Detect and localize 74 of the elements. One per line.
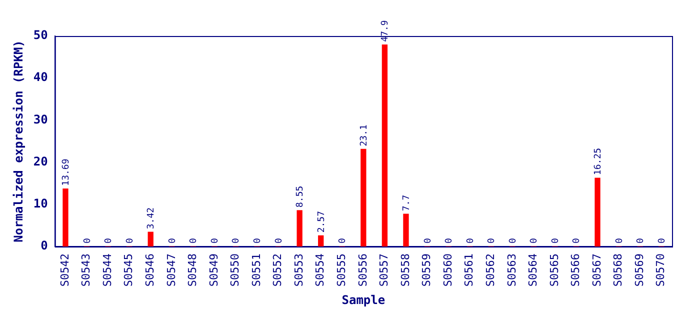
data-label: 0 <box>168 238 178 244</box>
x-tick-label: S0551 <box>250 253 263 287</box>
x-tick-label: S0559 <box>420 253 434 287</box>
data-label: 0 <box>274 238 284 244</box>
data-label: 0 <box>657 238 668 244</box>
data-label: 0 <box>614 238 625 244</box>
data-label: 0 <box>423 238 434 244</box>
bar <box>296 210 302 246</box>
data-label: 8.55 <box>296 186 306 208</box>
data-label: 0 <box>508 238 518 244</box>
x-tick-label: S0555 <box>335 253 348 287</box>
x-tick-label: S0553 <box>292 253 306 287</box>
data-label: 0 <box>82 238 93 244</box>
data-label: 0 <box>253 238 264 244</box>
bar <box>62 188 68 246</box>
y-tick-label: 10 <box>33 196 48 211</box>
x-tick-label: S0543 <box>80 253 93 287</box>
data-label: 0 <box>530 238 540 244</box>
data-label: 0 <box>636 238 646 244</box>
x-tick-label: S0570 <box>654 253 668 287</box>
data-label: 0 <box>210 238 220 244</box>
x-tick-label: S0565 <box>548 253 561 287</box>
data-label: 0 <box>466 238 476 244</box>
x-tick-label: S0554 <box>314 253 327 287</box>
data-label: 47.9 <box>380 20 391 42</box>
x-tick-label: S0546 <box>143 253 156 287</box>
bar <box>318 235 324 246</box>
data-label: 23.1 <box>359 124 370 146</box>
x-tick-label: S0561 <box>462 253 476 287</box>
x-tick-label: S0552 <box>271 253 284 287</box>
y-tick-label: 30 <box>33 112 48 126</box>
data-label: 0 <box>338 238 348 244</box>
bar <box>148 232 154 246</box>
x-tick-label: S0542 <box>58 253 72 287</box>
x-axis-title: Sample <box>342 292 386 307</box>
x-tick-label: S0562 <box>484 253 497 287</box>
x-tick-label: S0568 <box>612 253 625 287</box>
x-tick-label: S0560 <box>441 253 454 287</box>
data-label: 2.57 <box>316 210 327 233</box>
data-label: 0 <box>572 238 582 244</box>
bar <box>382 44 388 246</box>
data-label: 0 <box>189 238 200 244</box>
data-label: 3.42 <box>146 207 157 230</box>
y-tick-label: 20 <box>33 154 48 168</box>
x-tick-label: S0566 <box>569 253 582 287</box>
data-label: 0 <box>104 238 114 244</box>
x-tick-label: S0548 <box>186 253 200 287</box>
x-tick-label: S0544 <box>100 253 114 287</box>
y-axis-title: Normalized expression (RPKM) <box>11 40 26 242</box>
data-label: 0 <box>444 238 455 244</box>
x-tick-label: S0549 <box>207 253 220 287</box>
data-label: 16.25 <box>594 148 604 176</box>
y-tick-label: 50 <box>33 28 48 42</box>
data-label: 0 <box>125 238 136 244</box>
x-tick-label: S0557 <box>378 253 391 287</box>
bar <box>403 214 409 246</box>
x-tick-label: S0545 <box>122 253 136 287</box>
y-tick-label: 0 <box>40 238 48 253</box>
x-tick-label: S0564 <box>526 253 540 287</box>
data-label: 7.7 <box>402 194 412 212</box>
x-tick-label: S0547 <box>164 253 178 287</box>
x-tick-label: S0550 <box>228 253 242 287</box>
y-tick-label: 40 <box>33 70 48 84</box>
data-label: 13.69 <box>61 158 72 186</box>
x-tick-label: S0563 <box>505 253 518 287</box>
x-tick-label: S0558 <box>398 253 412 287</box>
bar <box>360 148 366 246</box>
x-tick-label: S0569 <box>632 253 646 287</box>
data-label: 0 <box>487 238 498 244</box>
bar <box>594 178 600 246</box>
x-tick-label: S0556 <box>356 253 370 287</box>
data-label: 0 <box>550 238 561 244</box>
x-tick-label: S0567 <box>590 253 604 287</box>
data-label: 0 <box>232 238 242 244</box>
